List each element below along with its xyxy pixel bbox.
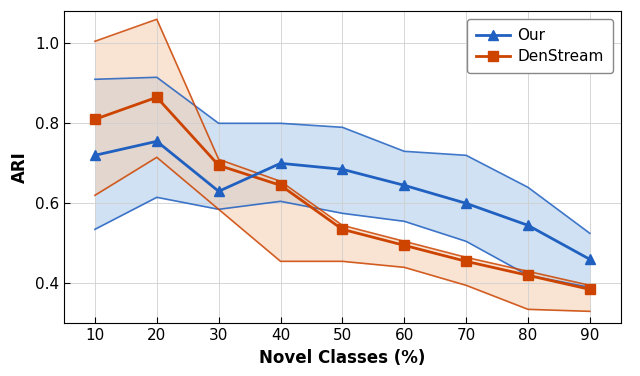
DenStream xyxy=(462,259,470,264)
Line: DenStream: DenStream xyxy=(90,92,595,294)
Our xyxy=(524,223,532,227)
Line: Our: Our xyxy=(90,136,595,264)
Our xyxy=(153,139,161,144)
DenStream xyxy=(524,273,532,277)
Our xyxy=(586,257,594,262)
X-axis label: Novel Classes (%): Novel Classes (%) xyxy=(259,349,426,367)
Y-axis label: ARI: ARI xyxy=(12,152,29,183)
Our xyxy=(276,161,284,165)
Our xyxy=(462,201,470,206)
DenStream xyxy=(91,117,99,121)
DenStream xyxy=(276,183,284,188)
DenStream xyxy=(153,95,161,100)
DenStream xyxy=(215,163,223,168)
Our xyxy=(91,153,99,158)
Legend: Our, DenStream: Our, DenStream xyxy=(467,19,613,73)
DenStream xyxy=(586,287,594,292)
Our xyxy=(339,167,346,171)
Our xyxy=(215,189,223,194)
Our xyxy=(401,183,408,188)
DenStream xyxy=(401,243,408,248)
DenStream xyxy=(339,227,346,232)
